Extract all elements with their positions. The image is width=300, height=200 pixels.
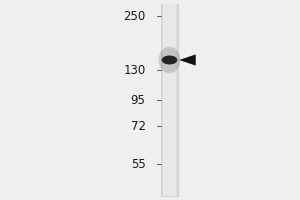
Text: 250: 250	[123, 9, 146, 22]
Polygon shape	[179, 54, 196, 66]
Bar	[163, 4, 176, 196]
Ellipse shape	[162, 55, 177, 64]
Text: 55: 55	[131, 158, 146, 170]
Bar	[161, 4, 178, 196]
Text: 95: 95	[130, 94, 146, 106]
Text: 130: 130	[123, 64, 146, 76]
Ellipse shape	[159, 47, 180, 73]
Text: 72: 72	[130, 119, 146, 132]
